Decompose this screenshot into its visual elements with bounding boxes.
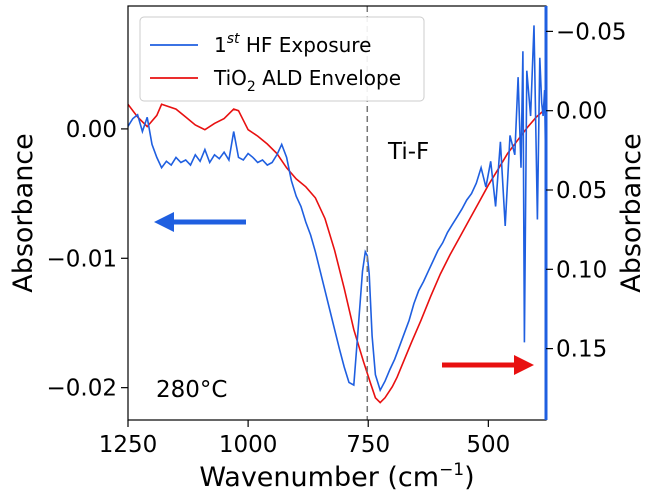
left-y-tick-label: 0.00: [66, 117, 117, 143]
x-tick-label: 1250: [99, 432, 158, 458]
right-axis-ticks: −0.05 0.00 0.05 0.10 0.15: [546, 19, 626, 363]
right-y-tick-label: 0.10: [556, 257, 607, 283]
left-axis-arrow: [154, 212, 246, 232]
temperature-label: 280°C: [156, 377, 227, 403]
x-axis-title-superscript: −1: [439, 460, 464, 480]
series-line-hf-exposure: [128, 25, 546, 393]
legend-label-hf-exposure-rest: HF Exposure: [240, 33, 372, 57]
left-y-tick-label: −0.02: [47, 376, 117, 402]
legend-label-tio2-sub: 2: [247, 79, 256, 95]
legend-label-hf-exposure: 1st HF Exposure: [214, 31, 371, 57]
left-y-tick-label: −0.01: [47, 246, 117, 272]
x-axis-ticks: 1250 1000 750 500: [99, 420, 510, 458]
right-y-tick-label: −0.05: [556, 19, 626, 45]
right-y-tick-label: 0.00: [556, 99, 607, 125]
x-tick-label: 750: [346, 432, 390, 458]
x-axis-title-close: ): [464, 462, 475, 493]
right-y-tick-label: 0.05: [556, 178, 607, 204]
right-axis-title: Absorbance: [616, 133, 647, 293]
legend: 1st HF Exposure TiO2 ALD Envelope: [139, 16, 425, 102]
right-y-tick-label: 0.15: [556, 337, 607, 363]
left-axis-title: Absorbance: [8, 133, 39, 293]
legend-label-hf-exposure-sup: st: [227, 31, 240, 47]
x-axis-title: Wavenumber (cm−1): [199, 460, 474, 493]
legend-box: [139, 16, 425, 102]
left-axis-ticks: 0.00 −0.01 −0.02: [47, 117, 128, 402]
series-line-tio2-ald-envelope: [128, 103, 545, 404]
right-axis-arrow: [442, 355, 534, 375]
legend-label-tio2-rest: ALD Envelope: [256, 66, 401, 90]
x-tick-label: 1000: [219, 432, 278, 458]
peak-label-ti-f: Ti-F: [387, 139, 429, 165]
x-tick-label: 500: [466, 432, 510, 458]
legend-label-tio2-ald-envelope: TiO2 ALD Envelope: [213, 66, 401, 95]
